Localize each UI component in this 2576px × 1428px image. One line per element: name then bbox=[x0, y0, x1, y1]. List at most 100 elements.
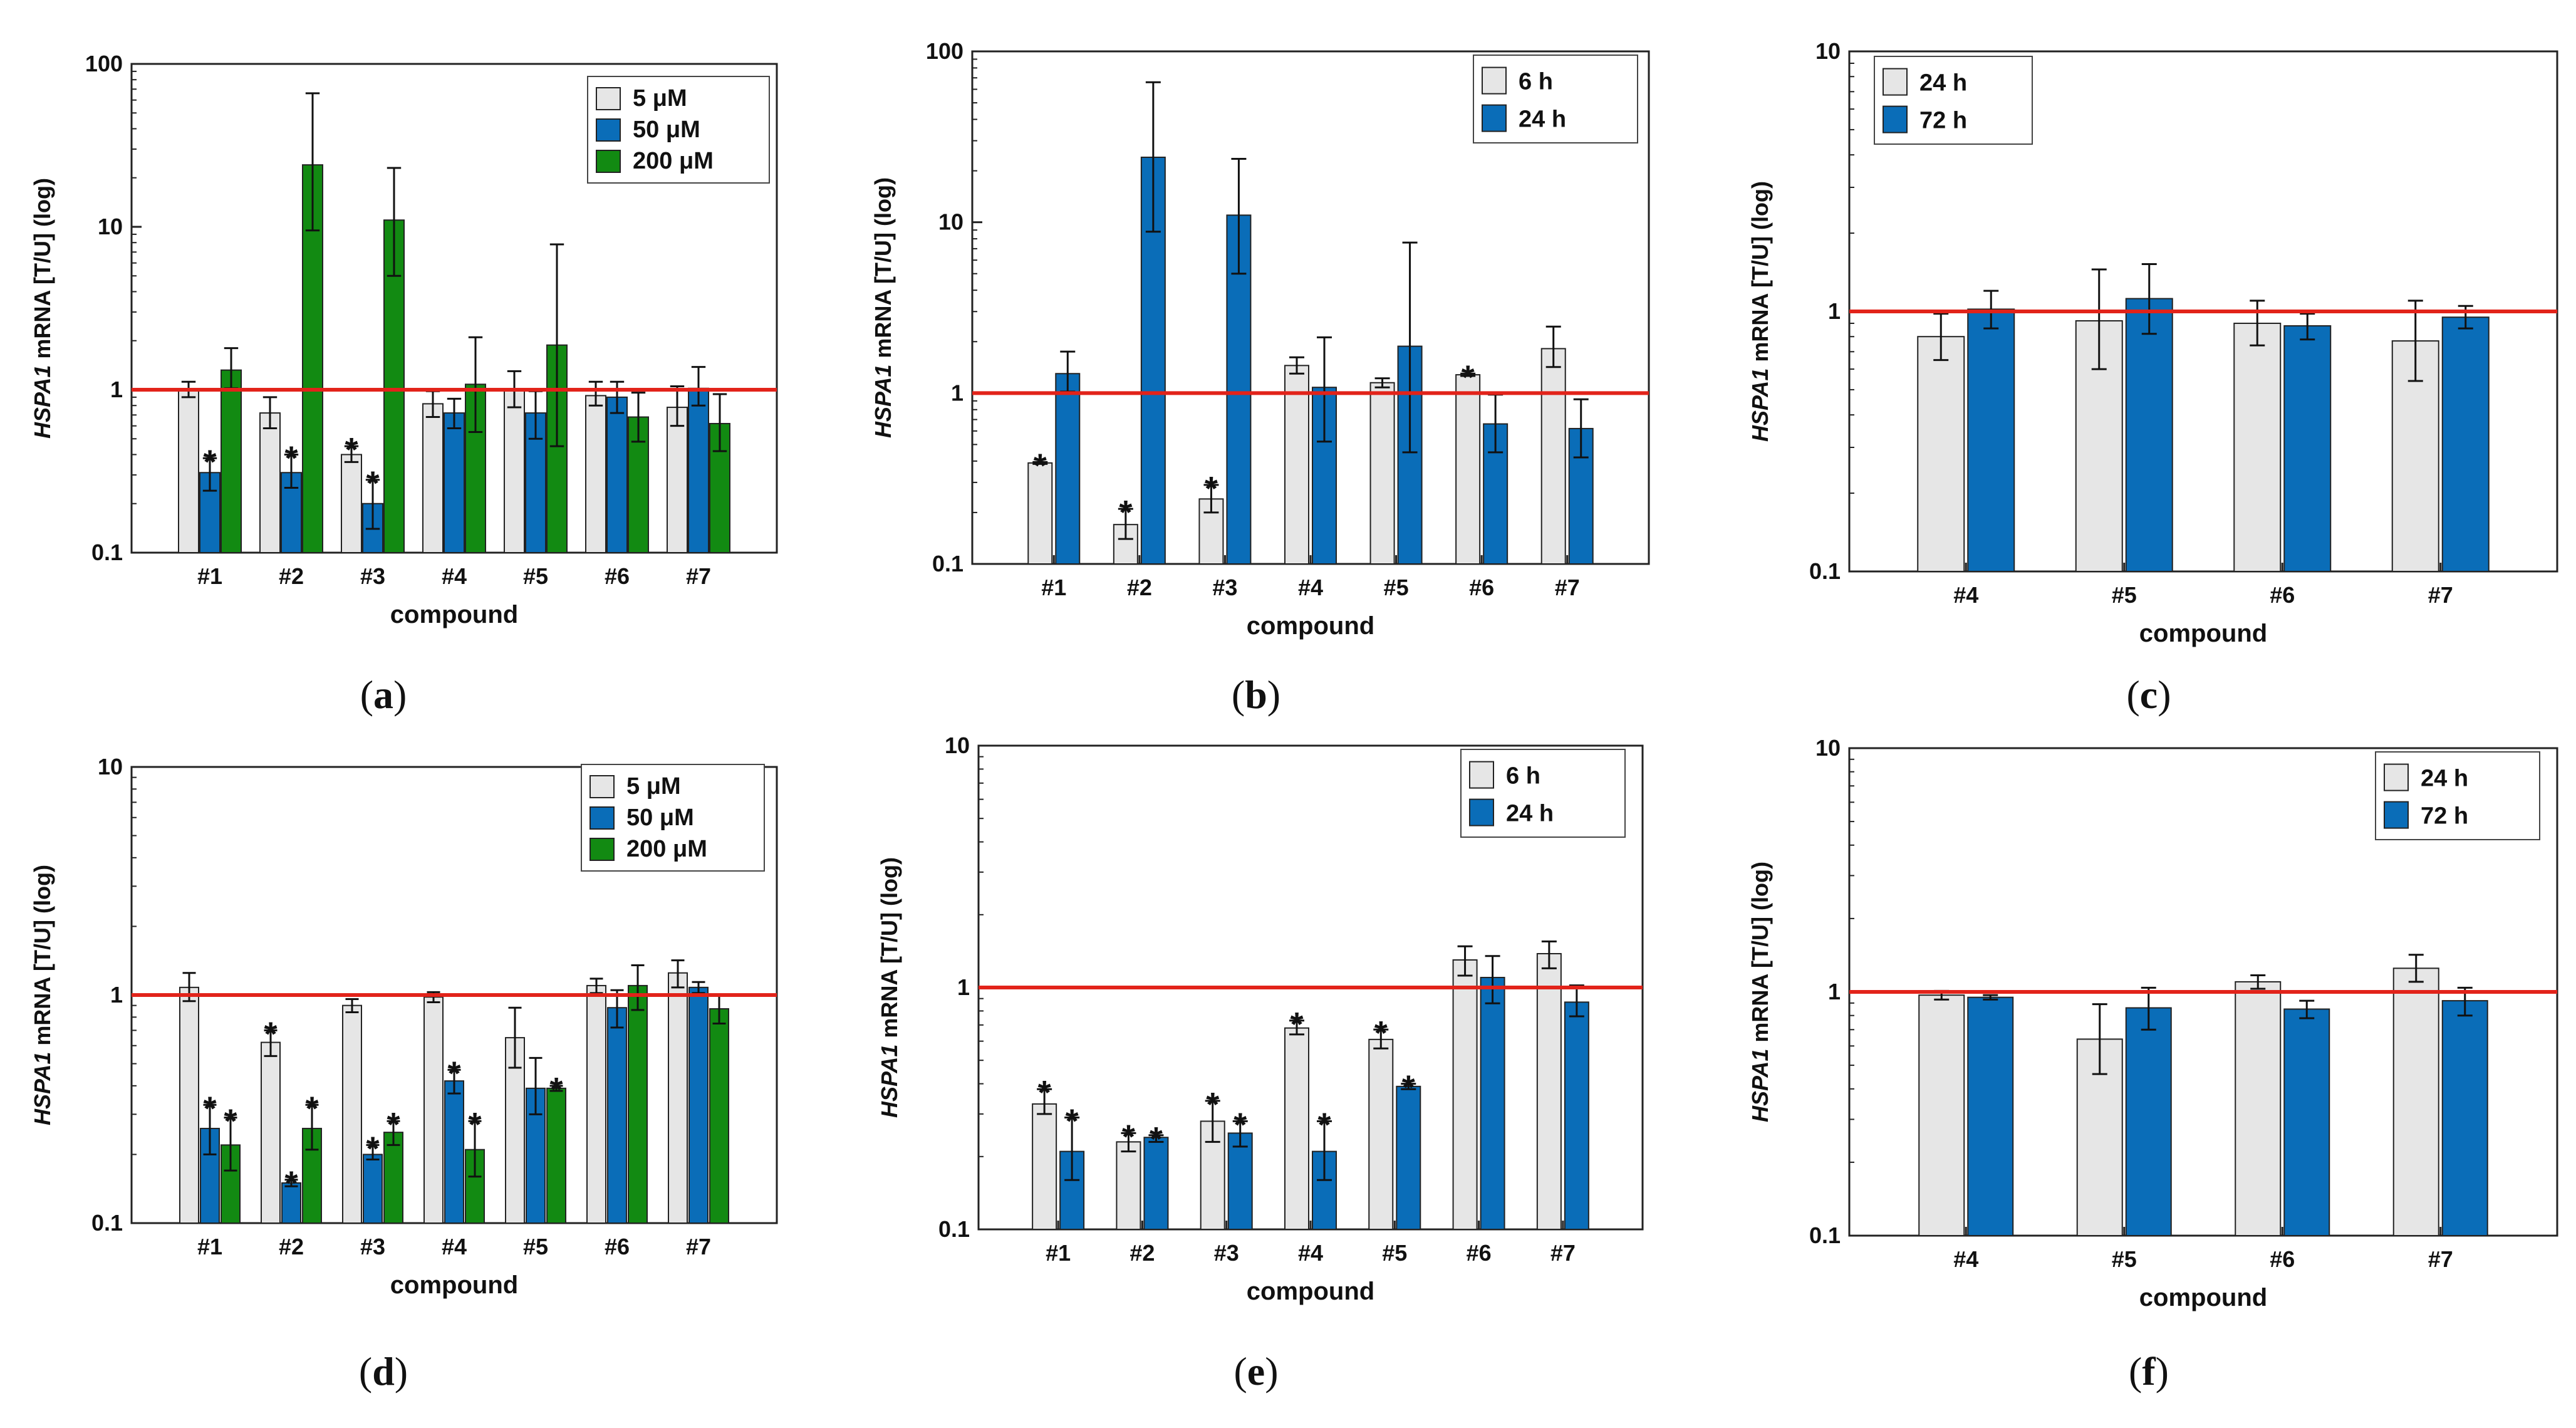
legend-swatch bbox=[589, 806, 615, 830]
significance-star: * bbox=[224, 1103, 237, 1140]
legend-label: 6 h bbox=[1519, 68, 1553, 95]
panel-label-open: ( bbox=[359, 1349, 372, 1394]
panel-label: (e) bbox=[1233, 1349, 1278, 1394]
y-tick-label: 0.1 bbox=[1809, 1222, 1841, 1248]
x-tick-label: #7 bbox=[2428, 582, 2453, 608]
significance-star: * bbox=[345, 431, 358, 469]
bar bbox=[1284, 365, 1309, 565]
bar bbox=[607, 1007, 627, 1224]
legend: 5 μM 50 μM 200 μM bbox=[587, 76, 770, 184]
x-axis-label: compound bbox=[390, 1271, 518, 1299]
bar bbox=[2283, 1008, 2330, 1237]
legend-swatch bbox=[2384, 801, 2409, 829]
bar bbox=[1032, 1103, 1057, 1231]
bar bbox=[1540, 348, 1566, 565]
bar bbox=[383, 1132, 403, 1224]
legend-label: 200 μM bbox=[633, 148, 714, 174]
significance-star: * bbox=[284, 1165, 298, 1202]
x-tick-label: #2 bbox=[279, 563, 304, 589]
legend: 5 μM 50 μM 200 μM bbox=[581, 764, 765, 872]
bar bbox=[667, 407, 688, 554]
significance-star: * bbox=[1150, 1120, 1163, 1158]
y-tick-label: 10 bbox=[1815, 38, 1841, 64]
significance-star: * bbox=[1317, 1106, 1331, 1144]
legend: 24 h 72 h bbox=[1874, 56, 2033, 145]
significance-star: * bbox=[1290, 1006, 1303, 1043]
y-tick-label: 1 bbox=[110, 982, 123, 1008]
panel-label-letter: d bbox=[372, 1349, 395, 1394]
bar bbox=[1967, 308, 2015, 572]
bar bbox=[504, 389, 525, 553]
legend: 24 h 72 h bbox=[2375, 751, 2540, 840]
y-tick-label: 10 bbox=[945, 732, 970, 758]
significance-star: * bbox=[549, 1071, 563, 1108]
y-axis-label-unit: mRNA [T/U] (log) bbox=[1747, 181, 1773, 368]
significance-star: * bbox=[284, 439, 298, 477]
bar bbox=[546, 1087, 566, 1224]
bar bbox=[2441, 1000, 2488, 1236]
y-axis-label-gene: HSPA1 bbox=[29, 365, 55, 439]
y-axis-label-unit: mRNA [T/U] (log) bbox=[870, 177, 896, 365]
bar bbox=[423, 996, 444, 1224]
x-tick-label: #7 bbox=[1550, 1240, 1576, 1266]
y-axis-label-unit: mRNA [T/U] (log) bbox=[29, 178, 55, 365]
x-tick-label: #6 bbox=[1467, 1240, 1492, 1266]
bar bbox=[2283, 325, 2332, 572]
x-tick-label: #6 bbox=[2270, 1246, 2295, 1272]
significance-star: * bbox=[203, 1090, 216, 1127]
x-tick-label: #4 bbox=[1298, 575, 1323, 600]
x-tick-label: #1 bbox=[1046, 1240, 1071, 1266]
significance-star: * bbox=[1038, 1074, 1051, 1112]
x-tick-label: #5 bbox=[523, 563, 548, 589]
x-tick-label: #1 bbox=[197, 563, 222, 589]
x-tick-label: #4 bbox=[1953, 582, 1978, 608]
x-tick-label: #6 bbox=[1469, 575, 1494, 600]
y-tick-label: 10 bbox=[938, 209, 963, 235]
x-tick-label: #4 bbox=[1953, 1246, 1978, 1272]
legend-swatch bbox=[589, 838, 615, 861]
significance-star: * bbox=[1206, 1086, 1219, 1123]
panel-label-close: ) bbox=[2158, 672, 2171, 717]
panel-label: (a) bbox=[360, 672, 407, 717]
legend-swatch bbox=[589, 775, 615, 798]
bar bbox=[1369, 382, 1395, 565]
bar bbox=[688, 387, 709, 554]
y-tick-label: 10 bbox=[98, 754, 123, 779]
panel-label-letter: b bbox=[1245, 672, 1267, 717]
bar bbox=[1917, 336, 1965, 572]
bar bbox=[1564, 1001, 1589, 1230]
bar bbox=[688, 986, 709, 1224]
bar bbox=[1226, 214, 1252, 565]
y-tick-label: 10 bbox=[98, 214, 123, 239]
y-tick-label: 100 bbox=[926, 38, 963, 64]
bar bbox=[2125, 1007, 2172, 1236]
y-axis-label-unit: mRNA [T/U] (log) bbox=[1747, 862, 1773, 1049]
bar bbox=[1918, 994, 1965, 1236]
chart-panel-e: 0.1 1 10 HSPA1 mRNA [T/U] (log) #1 * * #2 * * #3 * *… bbox=[876, 732, 1644, 1394]
bar bbox=[1967, 996, 2014, 1236]
legend-swatch bbox=[1469, 761, 1494, 789]
legend-label: 24 h bbox=[1519, 106, 1566, 132]
bar bbox=[302, 1127, 322, 1224]
panel-label-letter: c bbox=[2140, 672, 2158, 717]
y-tick-label: 0.1 bbox=[91, 539, 123, 565]
y-tick-label: 1 bbox=[1828, 298, 1841, 324]
y-tick-label: 1 bbox=[110, 377, 123, 402]
bar bbox=[341, 454, 362, 554]
x-tick-label: #7 bbox=[686, 1234, 711, 1259]
bar bbox=[2235, 981, 2282, 1236]
legend-label: 5 μM bbox=[626, 773, 681, 800]
significance-star: * bbox=[1034, 447, 1047, 484]
x-tick-label: #6 bbox=[605, 1234, 630, 1259]
y-axis-label-gene: HSPA1 bbox=[1747, 368, 1773, 442]
significance-star: * bbox=[447, 1055, 460, 1092]
panel-label-open: ( bbox=[1233, 1349, 1247, 1394]
legend-swatch bbox=[2384, 763, 2409, 791]
bar bbox=[1480, 977, 1505, 1231]
bar bbox=[668, 972, 688, 1224]
y-axis-label-gene: HSPA1 bbox=[1747, 1049, 1773, 1122]
legend-label: 24 h bbox=[1919, 70, 1967, 96]
legend-label: 50 μM bbox=[626, 805, 694, 831]
